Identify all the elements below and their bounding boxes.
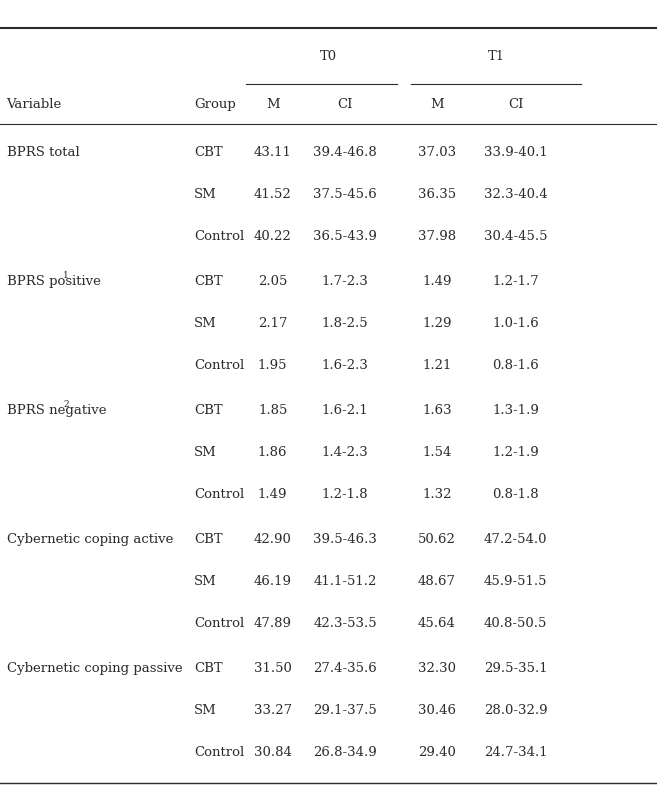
Text: 1.63: 1.63 (422, 405, 452, 417)
Text: 26.8-34.9: 26.8-34.9 (313, 746, 377, 759)
Text: SM: SM (194, 317, 217, 330)
Text: 1.49: 1.49 (422, 276, 451, 288)
Text: 45.9-51.5: 45.9-51.5 (484, 575, 547, 588)
Text: 32.30: 32.30 (418, 662, 456, 675)
Text: SM: SM (194, 188, 217, 201)
Text: 37.5-45.6: 37.5-45.6 (313, 188, 377, 201)
Text: 41.52: 41.52 (254, 188, 292, 201)
Text: 1.49: 1.49 (258, 488, 287, 501)
Text: 1: 1 (63, 271, 69, 280)
Text: 32.3-40.4: 32.3-40.4 (484, 188, 547, 201)
Text: 29.5-35.1: 29.5-35.1 (484, 662, 547, 675)
Text: 27.4-35.6: 27.4-35.6 (313, 662, 377, 675)
Text: 42.90: 42.90 (254, 533, 292, 546)
Text: 1.4-2.3: 1.4-2.3 (321, 446, 369, 459)
Text: 36.35: 36.35 (418, 188, 456, 201)
Text: 0.8-1.8: 0.8-1.8 (493, 488, 539, 501)
Text: 1.6-2.1: 1.6-2.1 (321, 405, 369, 417)
Text: 33.27: 33.27 (254, 704, 292, 717)
Text: CBT: CBT (194, 533, 223, 546)
Text: 1.86: 1.86 (258, 446, 287, 459)
Text: 42.3-53.5: 42.3-53.5 (313, 617, 376, 630)
Text: 37.98: 37.98 (418, 230, 456, 243)
Text: T1: T1 (487, 50, 505, 62)
Text: Cybernetic coping passive: Cybernetic coping passive (7, 662, 182, 675)
Text: SM: SM (194, 704, 217, 717)
Text: 45.64: 45.64 (418, 617, 456, 630)
Text: Control: Control (194, 488, 244, 501)
Text: 30.4-45.5: 30.4-45.5 (484, 230, 547, 243)
Text: M: M (430, 98, 443, 111)
Text: BPRS total: BPRS total (7, 147, 79, 159)
Text: 41.1-51.2: 41.1-51.2 (313, 575, 376, 588)
Text: CBT: CBT (194, 147, 223, 159)
Text: 50.62: 50.62 (418, 533, 456, 546)
Text: CI: CI (508, 98, 524, 111)
Text: Control: Control (194, 746, 244, 759)
Text: 2: 2 (63, 400, 69, 409)
Text: Cybernetic coping active: Cybernetic coping active (7, 533, 173, 546)
Text: 1.21: 1.21 (422, 359, 451, 372)
Text: 0.8-1.6: 0.8-1.6 (492, 359, 539, 372)
Text: Variable: Variable (7, 98, 62, 111)
Text: 1.29: 1.29 (422, 317, 451, 330)
Text: M: M (266, 98, 279, 111)
Text: SM: SM (194, 575, 217, 588)
Text: Control: Control (194, 359, 244, 372)
Text: 29.40: 29.40 (418, 746, 456, 759)
Text: Group: Group (194, 98, 236, 111)
Text: CBT: CBT (194, 662, 223, 675)
Text: 36.5-43.9: 36.5-43.9 (313, 230, 377, 243)
Text: 1.6-2.3: 1.6-2.3 (321, 359, 369, 372)
Text: BPRS negative: BPRS negative (7, 405, 106, 417)
Text: 39.4-46.8: 39.4-46.8 (313, 147, 377, 159)
Text: BPRS positive: BPRS positive (7, 276, 101, 288)
Text: 24.7-34.1: 24.7-34.1 (484, 746, 547, 759)
Text: 2.05: 2.05 (258, 276, 287, 288)
Text: SM: SM (194, 446, 217, 459)
Text: 2.17: 2.17 (258, 317, 287, 330)
Text: 1.95: 1.95 (258, 359, 287, 372)
Text: 43.11: 43.11 (254, 147, 292, 159)
Text: 47.2-54.0: 47.2-54.0 (484, 533, 547, 546)
Text: 40.22: 40.22 (254, 230, 292, 243)
Text: 1.7-2.3: 1.7-2.3 (321, 276, 369, 288)
Text: Control: Control (194, 230, 244, 243)
Text: Control: Control (194, 617, 244, 630)
Text: 1.2-1.9: 1.2-1.9 (492, 446, 539, 459)
Text: 1.85: 1.85 (258, 405, 287, 417)
Text: 33.9-40.1: 33.9-40.1 (484, 147, 548, 159)
Text: 1.3-1.9: 1.3-1.9 (492, 405, 539, 417)
Text: CBT: CBT (194, 276, 223, 288)
Text: 1.2-1.8: 1.2-1.8 (322, 488, 368, 501)
Text: 37.03: 37.03 (418, 147, 456, 159)
Text: 31.50: 31.50 (254, 662, 292, 675)
Text: 39.5-46.3: 39.5-46.3 (313, 533, 377, 546)
Text: 30.84: 30.84 (254, 746, 292, 759)
Text: 48.67: 48.67 (418, 575, 456, 588)
Text: 1.0-1.6: 1.0-1.6 (492, 317, 539, 330)
Text: 29.1-37.5: 29.1-37.5 (313, 704, 377, 717)
Text: CI: CI (337, 98, 353, 111)
Text: 46.19: 46.19 (254, 575, 292, 588)
Text: 40.8-50.5: 40.8-50.5 (484, 617, 547, 630)
Text: 1.54: 1.54 (422, 446, 451, 459)
Text: 28.0-32.9: 28.0-32.9 (484, 704, 547, 717)
Text: 1.8-2.5: 1.8-2.5 (322, 317, 368, 330)
Text: 30.46: 30.46 (418, 704, 456, 717)
Text: 1.2-1.7: 1.2-1.7 (492, 276, 539, 288)
Text: CBT: CBT (194, 405, 223, 417)
Text: 1.32: 1.32 (422, 488, 451, 501)
Text: 47.89: 47.89 (254, 617, 292, 630)
Text: T0: T0 (320, 50, 337, 62)
